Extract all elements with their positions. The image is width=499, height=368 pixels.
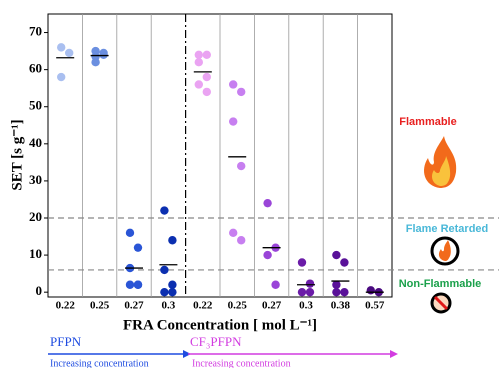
data-point (229, 228, 238, 238)
data-point (57, 72, 66, 82)
data-point (332, 280, 341, 289)
data-point (125, 280, 135, 289)
x-tick-label: 0.25 (90, 300, 110, 312)
data-point (305, 287, 315, 297)
x-tick-label: 0.27 (124, 300, 144, 312)
y-tick-label: 0 (36, 283, 43, 298)
data-point (332, 250, 341, 260)
group-label: PFPN (50, 334, 82, 349)
data-point (160, 265, 169, 275)
data-point (305, 279, 315, 288)
data-point (237, 236, 246, 245)
data-point (160, 287, 169, 297)
data-point (202, 50, 211, 59)
data-point (297, 287, 307, 297)
data-point (332, 287, 341, 297)
y-axis-label: SET [s g⁻¹] (9, 119, 25, 190)
y-tick-label: 30 (29, 172, 42, 187)
data-point (168, 236, 177, 245)
annotation: Flammable (399, 116, 456, 128)
group-label: CF₃PFPN (190, 334, 242, 349)
data-point (297, 258, 307, 267)
y-tick-label: 20 (29, 209, 42, 224)
flame-retarded-icon (430, 236, 460, 266)
data-point (65, 48, 74, 58)
group-note: Increasing concentration (50, 358, 149, 368)
annotation: Non-Flammable (399, 278, 482, 290)
group-note: Increasing concentration (192, 358, 291, 368)
data-point (263, 250, 272, 260)
data-point (202, 72, 211, 82)
x-tick-label: 0.3 (299, 300, 313, 312)
data-point (133, 280, 143, 289)
x-tick-label: 0.22 (56, 300, 76, 312)
data-point (229, 117, 238, 126)
data-point (125, 228, 135, 238)
x-tick-label: 0.25 (228, 300, 248, 312)
data-point (194, 80, 203, 89)
x-tick-label: 0.57 (365, 300, 385, 312)
data-point (91, 52, 100, 61)
y-tick-label: 10 (29, 246, 42, 261)
data-point (237, 87, 246, 97)
data-point (133, 243, 143, 252)
y-tick-label: 60 (29, 61, 42, 76)
data-point (237, 161, 246, 171)
flame-icon (424, 136, 457, 188)
non-flammable-icon (430, 292, 452, 314)
data-point (194, 50, 203, 59)
data-point (160, 206, 169, 215)
data-point (202, 87, 211, 97)
annotation: Flame Retarded (406, 223, 489, 235)
data-point (229, 80, 238, 89)
x-tick-label: 0.22 (193, 300, 213, 312)
data-point (366, 286, 375, 295)
arrow-head (390, 350, 398, 358)
x-tick-label: 0.38 (331, 300, 351, 312)
data-point (340, 287, 349, 297)
x-axis-label: FRA Concentration [ mol L⁻¹] (123, 317, 317, 333)
y-tick-label: 70 (29, 24, 42, 39)
data-point (168, 287, 177, 297)
x-tick-label: 0.27 (262, 300, 282, 312)
data-point (263, 198, 272, 208)
data-point (57, 43, 66, 52)
x-tick-label: 0.3 (162, 300, 176, 312)
data-point (271, 280, 280, 289)
data-point (194, 58, 203, 67)
data-point (168, 280, 177, 289)
arrow-head (183, 350, 191, 358)
y-tick-label: 40 (29, 135, 42, 150)
y-tick-label: 50 (29, 98, 42, 113)
data-point (340, 258, 349, 267)
